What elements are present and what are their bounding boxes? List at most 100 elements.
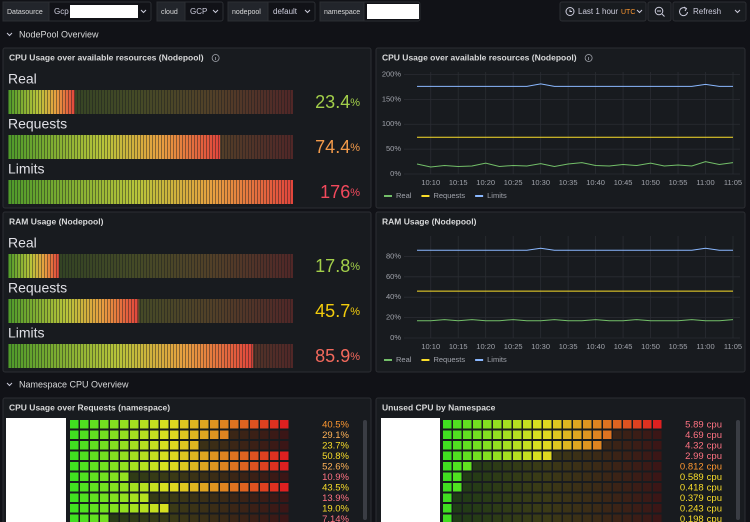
- value: 4.69: [685, 430, 704, 441]
- gauge-texture: [8, 180, 293, 204]
- series-line: [417, 319, 734, 322]
- refresh-label[interactable]: Refresh: [693, 7, 721, 16]
- led-cell: [160, 483, 169, 492]
- legend-label[interactable]: Requests: [433, 191, 465, 200]
- led-cell: [523, 514, 532, 522]
- variable-picker[interactable]: cloud GCP: [156, 1, 224, 22]
- value: 19.0%: [322, 503, 349, 514]
- led-cell: [593, 430, 602, 439]
- variable-label-box: [2, 1, 50, 22]
- led-value: 13.9%: [322, 493, 349, 504]
- value: 2.99: [685, 451, 704, 462]
- led-value: 19.0%: [322, 503, 349, 514]
- led-cell: [90, 514, 99, 522]
- led-cell: [523, 420, 532, 429]
- led-cell: [100, 430, 109, 439]
- collapse-icon[interactable]: [6, 32, 13, 37]
- led-cell: [553, 483, 562, 492]
- panel-frame: [2, 47, 372, 209]
- led-cell: [130, 504, 139, 513]
- led-cell: [220, 451, 229, 460]
- led-cell: [493, 420, 502, 429]
- led-cell: [503, 430, 512, 439]
- x-tick-label: 10:15: [449, 342, 468, 351]
- led-cell: [443, 483, 452, 492]
- led-cell: [463, 420, 472, 429]
- led-cell: [623, 493, 632, 502]
- scrollbar[interactable]: [736, 420, 740, 520]
- gauge-texture: [8, 344, 293, 368]
- led-cell: [140, 483, 149, 492]
- led-cell: [190, 483, 199, 492]
- led-value: 0.198 cpu: [680, 514, 722, 522]
- led-cell: [120, 430, 129, 439]
- led-cell: [280, 472, 289, 481]
- legend-label[interactable]: Limits: [487, 355, 507, 364]
- led-cell: [443, 462, 452, 471]
- led-cell: [563, 441, 572, 450]
- led-cell: [493, 430, 502, 439]
- led-cell: [90, 462, 99, 471]
- refresh-button[interactable]: Refresh: [672, 1, 747, 22]
- led-cell: [90, 493, 99, 502]
- led-value: 0.589 cpu: [680, 472, 722, 483]
- led-cell: [130, 514, 139, 522]
- led-cell: [130, 472, 139, 481]
- led-cell: [270, 504, 279, 513]
- led-cell: [200, 493, 209, 502]
- legend-label[interactable]: Real: [396, 355, 412, 364]
- led-cell: [583, 504, 592, 513]
- led-cell: [240, 472, 249, 481]
- section-title[interactable]: Namespace CPU Overview: [19, 379, 129, 389]
- info-icon[interactable]: [584, 54, 593, 62]
- variable-label: Datasource: [7, 9, 43, 16]
- led-cell: [130, 462, 139, 471]
- led-cell: [493, 483, 502, 492]
- led-cell: [130, 451, 139, 460]
- value: 0.812: [680, 461, 704, 472]
- legend-label[interactable]: Real: [396, 191, 412, 200]
- led-cell: [90, 504, 99, 513]
- section-title[interactable]: NodePool Overview: [19, 29, 99, 39]
- led-cell: [250, 430, 259, 439]
- variable-value[interactable]: default: [273, 7, 298, 16]
- led-cell: [593, 514, 602, 522]
- zoom-out-button[interactable]: [647, 1, 672, 22]
- led-cell: [633, 483, 642, 492]
- led-cell: [70, 420, 79, 429]
- led-cell: [270, 441, 279, 450]
- led-cell: [543, 441, 552, 450]
- collapse-icon[interactable]: [6, 382, 13, 387]
- led-bar: [70, 472, 289, 481]
- variable-value[interactable]: GCP: [190, 7, 207, 16]
- variable-value[interactable]: Gcp: [54, 7, 69, 16]
- led-cell: [613, 483, 622, 492]
- refresh-box[interactable]: [672, 1, 747, 22]
- led-cell: [230, 441, 239, 450]
- x-tick-label: 10:35: [559, 178, 578, 187]
- scrollbar[interactable]: [363, 420, 367, 520]
- time-picker-box[interactable]: [559, 1, 647, 22]
- led-cell: [513, 441, 522, 450]
- led-bar: [443, 420, 662, 429]
- unit: cpu: [707, 514, 722, 522]
- legend-label[interactable]: Limits: [487, 191, 507, 200]
- led-cell: [110, 514, 119, 522]
- legend-label[interactable]: Requests: [433, 355, 465, 364]
- led-cell: [250, 441, 259, 450]
- y-tick-label: 0%: [390, 169, 401, 178]
- led-cell: [473, 514, 482, 522]
- y-tick-label: 60%: [386, 272, 401, 281]
- variable-picker[interactable]: nodepool default: [227, 1, 316, 22]
- value: 0.418: [680, 482, 704, 493]
- led-cell: [270, 420, 279, 429]
- led-cell: [453, 451, 462, 460]
- led-cell: [280, 430, 289, 439]
- time-range[interactable]: Last 1 hour: [578, 7, 618, 16]
- led-cell: [220, 441, 229, 450]
- info-icon[interactable]: [211, 54, 220, 62]
- panel-title: RAM Usage (Nodepool): [9, 216, 104, 226]
- time-picker[interactable]: Last 1 hour UTC: [559, 1, 647, 22]
- led-value: 50.8%: [322, 451, 349, 462]
